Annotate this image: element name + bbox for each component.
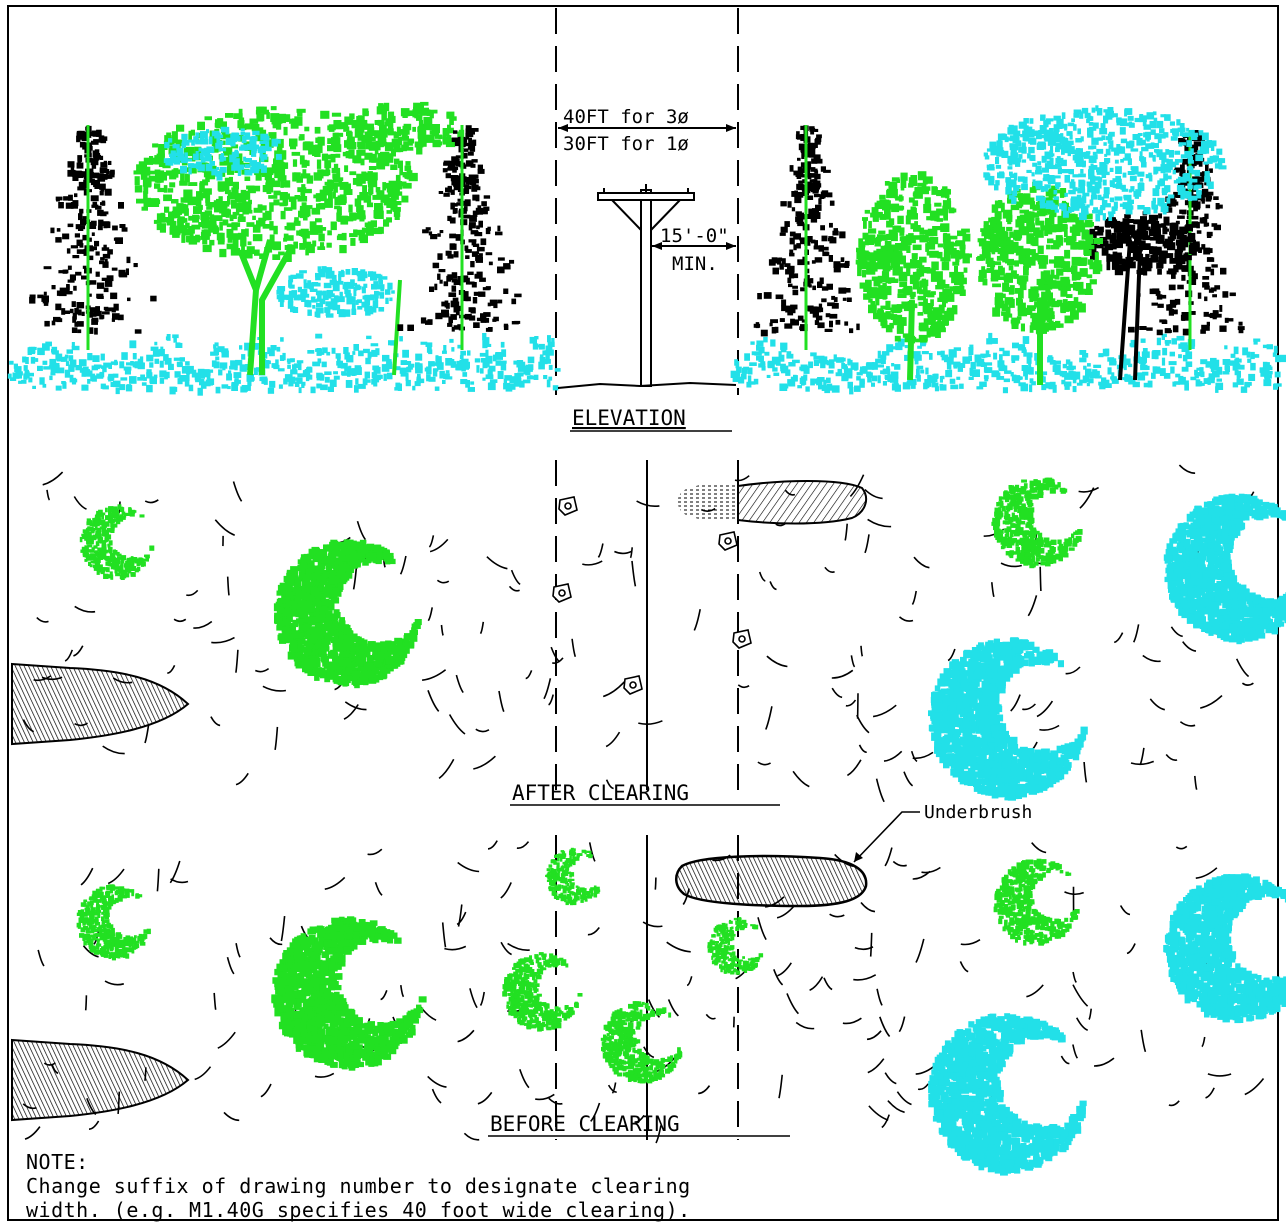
drawing-note: NOTE: Change suffix of drawing number to… <box>26 1150 691 1222</box>
ground-ticks <box>22 840 1265 1144</box>
min-height-dimension: 15'-0" MIN. <box>652 225 736 275</box>
elevation-view: 40FT for 3ø 30FT for 1ø 15'-0" MIN. ELEV… <box>7 101 1286 432</box>
dim-1phase-label: 30FT for 1ø <box>563 133 689 155</box>
note-line-2: width. (e.g. M1.40G specifies 40 foot wi… <box>26 1198 691 1222</box>
before-clearing-view: Underbrush BEFORE CLEARING <box>11 802 1286 1176</box>
stumps <box>552 496 752 695</box>
tree-canopies <box>76 847 1286 1176</box>
width-dimension: 40FT for 3ø 30FT for 1ø <box>558 106 736 155</box>
after-clearing-view: AFTER CLEARING <box>11 464 1286 806</box>
utility-pole <box>597 184 695 387</box>
before-clearing-title: BEFORE CLEARING <box>490 1112 680 1136</box>
deciduous-trees-right <box>855 105 1227 385</box>
note-line-1: Change suffix of drawing number to desig… <box>26 1174 691 1198</box>
brush-pile <box>11 1038 190 1122</box>
tree-canopies <box>79 477 1286 801</box>
dim-min-value: 15'-0" <box>660 225 729 247</box>
deciduous-tree-left <box>133 101 465 376</box>
after-clearing-title: AFTER CLEARING <box>512 781 689 805</box>
dim-min-label: MIN. <box>672 253 718 275</box>
underbrush-remnant <box>677 480 868 525</box>
underbrush <box>675 854 868 908</box>
elevation-title: ELEVATION <box>572 406 686 430</box>
dim-3phase-label: 40FT for 3ø <box>563 106 689 128</box>
brush-pile <box>11 662 190 746</box>
note-heading: NOTE: <box>26 1150 89 1174</box>
underbrush-leader: Underbrush <box>853 802 1032 863</box>
underbrush-label: Underbrush <box>924 802 1032 823</box>
